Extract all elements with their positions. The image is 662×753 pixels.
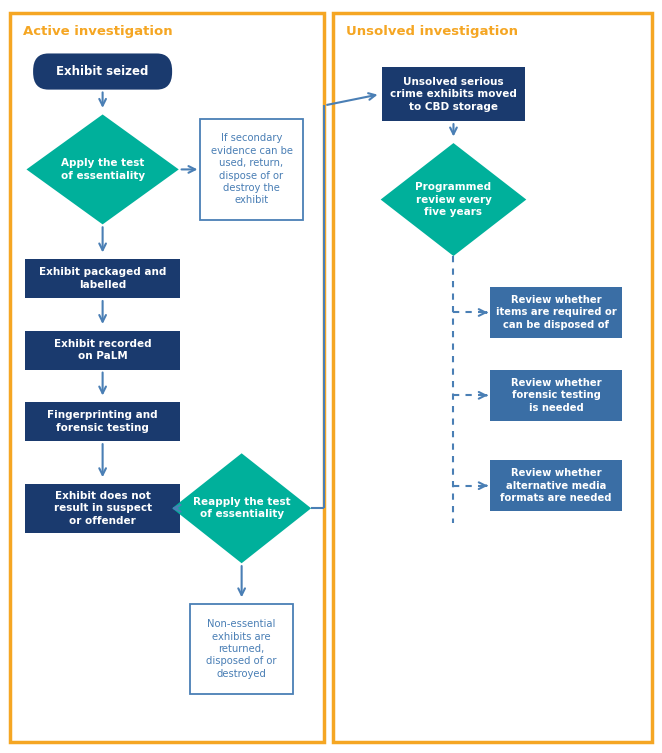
Text: Exhibit does not
result in suspect
or offender: Exhibit does not result in suspect or of…	[54, 491, 152, 526]
Text: If secondary
evidence can be
used, return,
dispose of or
destroy the
exhibit: If secondary evidence can be used, retur…	[211, 133, 293, 206]
Text: Active investigation: Active investigation	[23, 25, 173, 38]
Polygon shape	[172, 453, 311, 563]
Text: Exhibit seized: Exhibit seized	[56, 65, 149, 78]
Text: Review whether
alternative media
formats are needed: Review whether alternative media formats…	[500, 468, 612, 503]
Text: Unsolved serious
crime exhibits moved
to CBD storage: Unsolved serious crime exhibits moved to…	[390, 77, 517, 111]
Bar	[10, 13, 324, 742]
Text: Review whether
items are required or
can be disposed of: Review whether items are required or can…	[496, 295, 616, 330]
Bar	[25, 402, 180, 441]
Polygon shape	[26, 114, 179, 224]
Bar	[382, 67, 524, 121]
Bar	[25, 484, 180, 533]
Bar	[490, 370, 622, 421]
Bar	[200, 118, 303, 220]
Text: Exhibit recorded
on PaLM: Exhibit recorded on PaLM	[54, 339, 152, 361]
Text: Programmed
review every
five years: Programmed review every five years	[416, 182, 491, 217]
FancyBboxPatch shape	[33, 53, 172, 90]
Bar	[333, 13, 652, 742]
Text: Exhibit packaged and
labelled: Exhibit packaged and labelled	[39, 267, 166, 290]
Bar	[25, 331, 180, 370]
Text: Non-essential
exhibits are
returned,
disposed of or
destroyed: Non-essential exhibits are returned, dis…	[207, 619, 277, 679]
Bar	[25, 259, 180, 298]
Text: Review whether
forensic testing
is needed: Review whether forensic testing is neede…	[511, 378, 601, 413]
Polygon shape	[381, 143, 526, 256]
Text: Unsolved investigation: Unsolved investigation	[346, 25, 518, 38]
Bar	[490, 287, 622, 338]
Bar	[190, 604, 293, 694]
Text: Fingerprinting and
forensic testing: Fingerprinting and forensic testing	[47, 410, 158, 433]
Text: Reapply the test
of essentiality: Reapply the test of essentiality	[193, 497, 291, 520]
Text: Apply the test
of essentiality: Apply the test of essentiality	[60, 158, 145, 181]
Bar	[490, 460, 622, 511]
